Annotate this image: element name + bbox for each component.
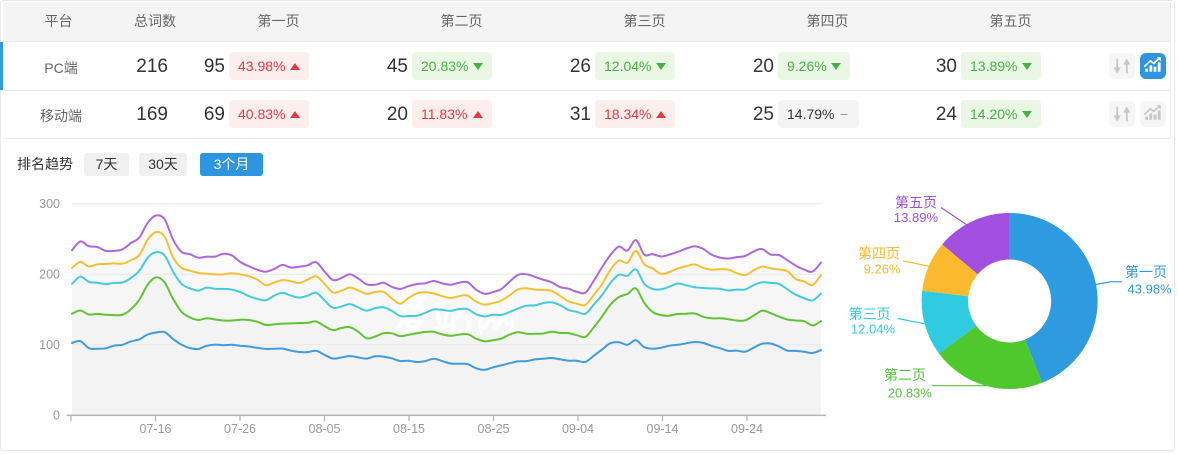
svg-text:9.26%: 9.26%: [864, 262, 901, 277]
svg-text:08-05: 08-05: [309, 422, 341, 436]
svg-text:第五页: 第五页: [895, 195, 937, 211]
svg-text:07-16: 07-16: [140, 422, 172, 436]
svg-text:200: 200: [39, 268, 60, 282]
svg-text:08-15: 08-15: [393, 422, 425, 436]
svg-text:0: 0: [53, 409, 60, 423]
svg-text:第一页: 第一页: [1125, 264, 1167, 280]
svg-text:100: 100: [39, 338, 60, 352]
svg-text:20.83%: 20.83%: [888, 386, 933, 401]
svg-text:12.04%: 12.04%: [851, 322, 896, 337]
svg-text:第四页: 第四页: [858, 246, 900, 262]
svg-text:第二页: 第二页: [884, 367, 926, 383]
svg-text:09-04: 09-04: [562, 422, 594, 436]
svg-text:09-24: 09-24: [731, 422, 763, 436]
svg-text:13.89%: 13.89%: [894, 210, 939, 225]
svg-text:08-25: 08-25: [478, 422, 510, 436]
svg-text:300: 300: [39, 197, 60, 211]
svg-text:09-14: 09-14: [647, 422, 679, 436]
svg-text:第三页: 第三页: [849, 306, 891, 322]
svg-text:07-26: 07-26: [224, 422, 256, 436]
svg-text:43.98%: 43.98%: [1128, 282, 1173, 297]
